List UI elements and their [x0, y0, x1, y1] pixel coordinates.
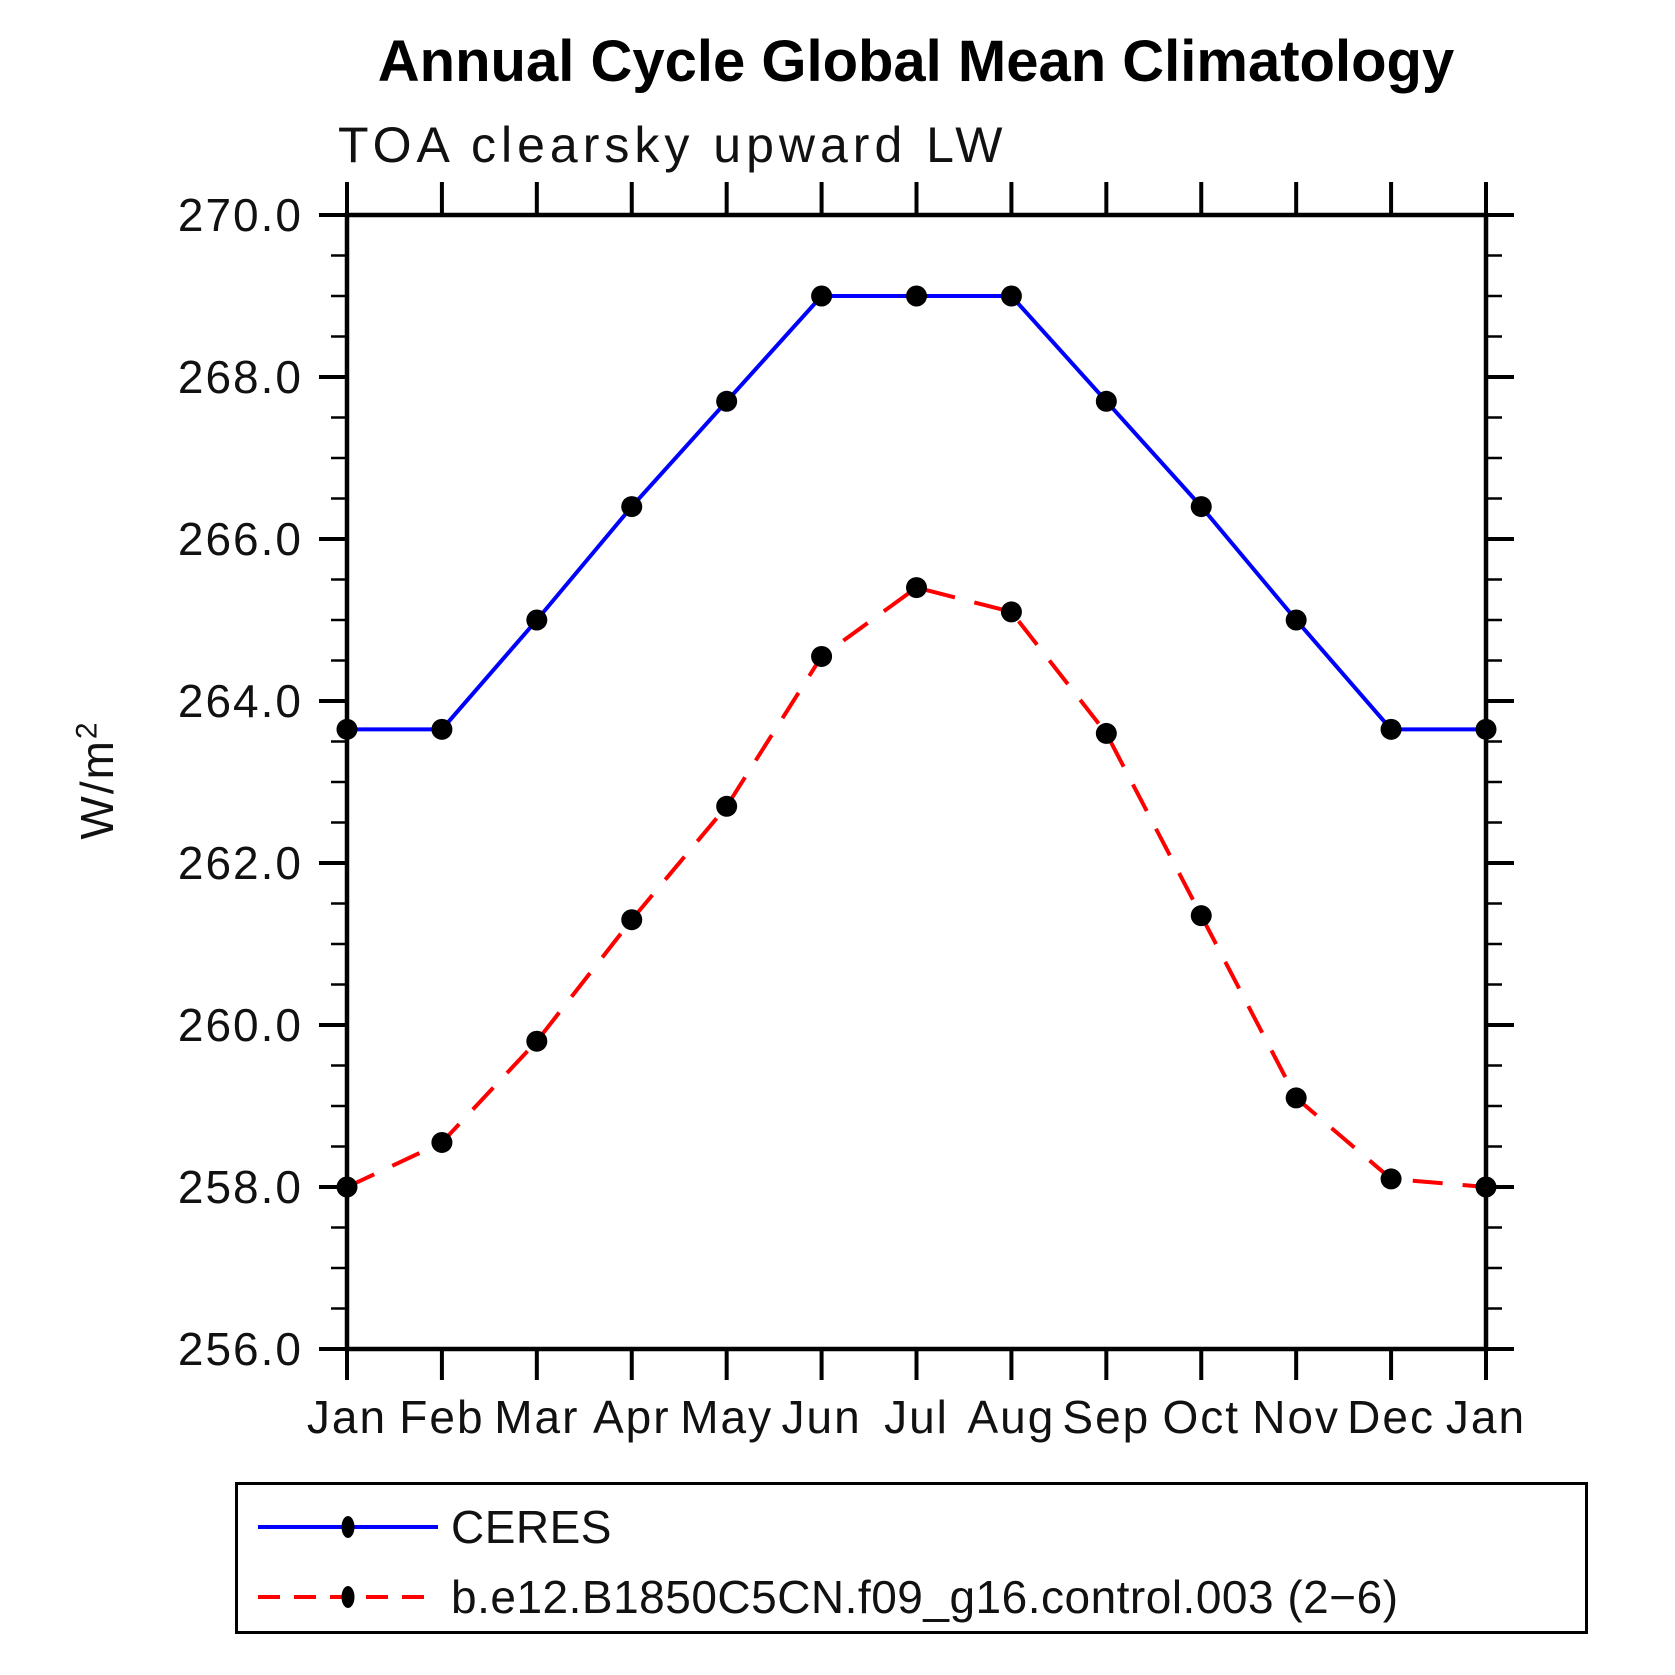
data-point-marker-model — [1190, 905, 1212, 927]
data-point-marker-ceres — [1190, 496, 1212, 518]
y-tick-label: 260.0 — [178, 999, 303, 1051]
legend-marker-model — [341, 1586, 355, 1608]
data-point-marker-ceres — [1285, 609, 1307, 631]
y-tick-label: 270.0 — [178, 189, 303, 241]
x-tick-label: Oct — [1162, 1391, 1240, 1443]
data-point-marker-model — [1000, 601, 1022, 623]
data-point-marker-model — [336, 1176, 358, 1198]
data-point-marker-model — [1285, 1087, 1307, 1109]
data-point-marker-ceres — [1475, 718, 1497, 740]
x-tick-label: Apr — [593, 1391, 671, 1443]
legend-item-ceres: CERES — [250, 1501, 612, 1553]
chart-title: Annual Cycle Global Mean Climatology — [377, 29, 1455, 94]
x-tick-label: Jan — [307, 1391, 387, 1443]
legend-label-ceres: CERES — [451, 1501, 612, 1553]
data-point-marker-ceres — [906, 285, 927, 307]
data-point-marker-model — [811, 645, 833, 667]
y-tick-label: 262.0 — [178, 837, 303, 889]
x-tick-label: May — [680, 1391, 773, 1443]
y-tick-label: 264.0 — [178, 675, 303, 727]
series-line-model — [346, 585, 1487, 1189]
series-line-ceres — [347, 294, 1486, 732]
x-tick-label: Dec — [1347, 1391, 1435, 1443]
data-point-marker-ceres — [621, 496, 643, 518]
legend-label-model: b.e12.B1850C5CN.f09_g16.control.003 (2−6… — [451, 1571, 1399, 1623]
data-point-marker-model — [1475, 1176, 1497, 1198]
y-tick-label: 268.0 — [178, 351, 303, 403]
data-point-marker-model — [1095, 722, 1117, 744]
x-tick-label: Jun — [781, 1391, 861, 1443]
data-point-marker-model — [526, 1030, 548, 1052]
data-point-marker-ceres — [336, 718, 358, 740]
data-point-marker-ceres — [1000, 285, 1022, 307]
data-point-marker-ceres — [716, 390, 738, 412]
data-point-marker-model — [621, 909, 643, 931]
data-point-marker-ceres — [811, 285, 833, 307]
data-point-marker-model — [1380, 1168, 1402, 1190]
legend-item-model: b.e12.B1850C5CN.f09_g16.control.003 (2−6… — [250, 1571, 1399, 1623]
legend-marker-ceres — [341, 1516, 355, 1538]
data-point-marker-model — [431, 1131, 453, 1153]
x-tick-label: Jul — [884, 1391, 949, 1443]
x-tick-label: Aug — [967, 1391, 1055, 1443]
plot-frame — [344, 212, 1489, 1352]
x-tick-label: Sep — [1062, 1391, 1150, 1443]
data-point-marker-ceres — [1095, 390, 1117, 412]
legend-swatch-ceres — [258, 1516, 438, 1538]
y-tick-label: 258.0 — [178, 1161, 303, 1213]
data-point-marker-ceres — [1380, 718, 1402, 740]
data-point-marker-model — [716, 795, 738, 817]
x-tick-label: Feb — [399, 1391, 484, 1443]
data-point-marker-ceres — [526, 609, 548, 631]
y-tick-label: 266.0 — [178, 513, 303, 565]
data-point-marker-ceres — [431, 718, 453, 740]
x-tick-label: Mar — [494, 1391, 579, 1443]
legend-swatch-model — [258, 1586, 438, 1608]
data-point-marker-model — [906, 577, 927, 599]
x-tick-label: Nov — [1252, 1391, 1340, 1443]
y-tick-label: 256.0 — [178, 1323, 303, 1375]
chart-subtitle: TOA clearsky upward LW — [338, 117, 1008, 173]
legend-box: CERES b.e12.B1850C5CN.f09_g16.control.00… — [235, 1482, 1588, 1634]
x-tick-label: Jan — [1446, 1391, 1526, 1443]
